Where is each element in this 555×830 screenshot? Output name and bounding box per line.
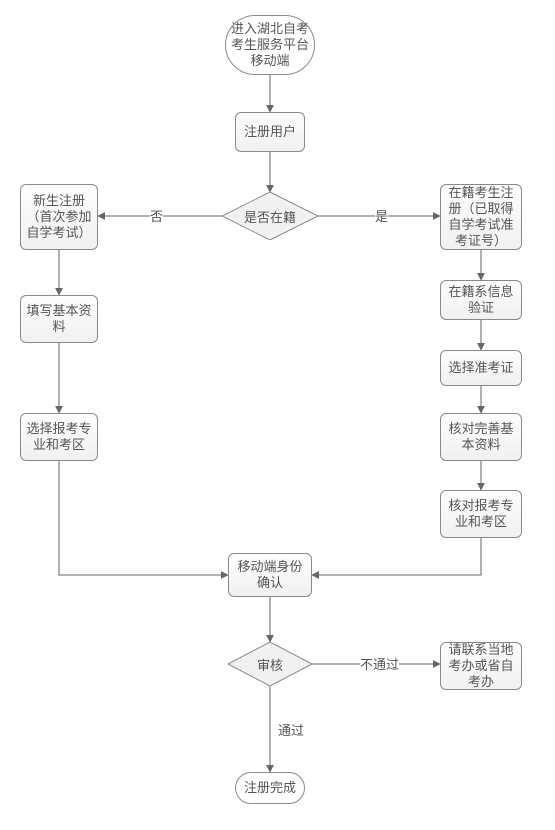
node-q-enrolled: 是否在籍 <box>222 192 318 240</box>
node-right4: 核对完善基本资料 <box>440 413 522 461</box>
edge-label-q_audit-contact: 不通过 <box>360 654 399 673</box>
node-left1: 新生注册（首次参加自学考试） <box>20 184 98 250</box>
edge-label-q_audit-end: 通过 <box>278 720 304 739</box>
node-right2: 在籍系信息验证 <box>440 280 522 320</box>
flowchart-canvas: 进入湖北自考考生服务平台移动端 注册用户 是否在籍 新生注册（首次参加自学考试）… <box>0 0 555 830</box>
node-right3: 选择准考证 <box>440 350 522 386</box>
node-contact: 请联系当地考办或省自考办 <box>440 642 522 690</box>
edge-label-q_enrolled-right1: 是 <box>375 206 388 225</box>
edge-label-q_enrolled-left1: 否 <box>150 206 163 225</box>
node-confirm: 移动端身份确认 <box>228 553 312 597</box>
node-register: 注册用户 <box>235 112 305 152</box>
node-right1: 在籍考生注册（已取得自学考试准考证号） <box>440 184 522 250</box>
edge-right5-confirm <box>312 538 481 575</box>
node-q-audit: 审核 <box>228 642 312 686</box>
node-right5: 核对报考专业和考区 <box>440 490 522 538</box>
node-start: 进入湖北自考考生服务平台移动端 <box>225 15 315 75</box>
node-end: 注册完成 <box>235 772 305 804</box>
diamond-label: 审核 <box>257 655 283 674</box>
edge-left3-confirm <box>59 461 228 575</box>
diamond-label: 是否在籍 <box>244 207 296 226</box>
node-left3: 选择报考专业和考区 <box>20 413 98 461</box>
node-left2: 填写基本资料 <box>20 295 98 343</box>
